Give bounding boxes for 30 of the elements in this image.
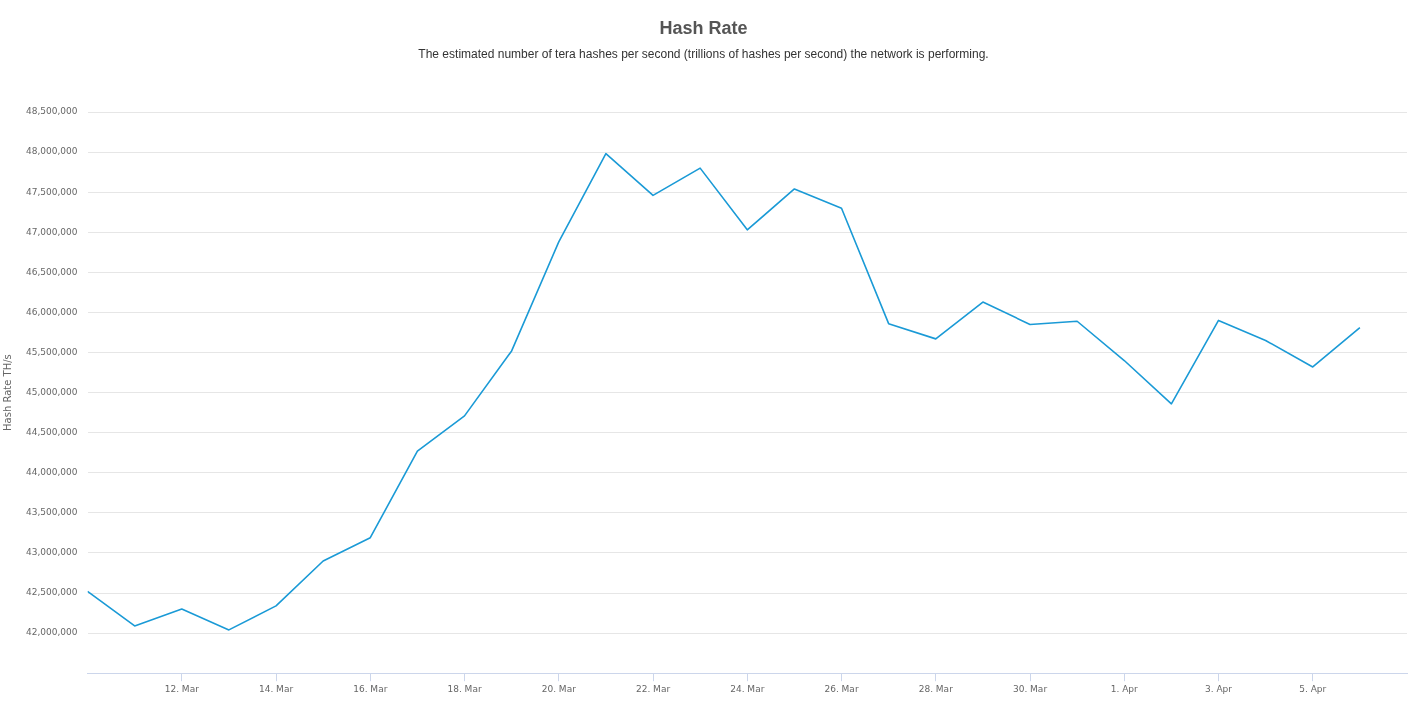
- y-tick-label: 47,000,000: [26, 226, 78, 237]
- x-tick-label: 22. Mar: [635, 683, 671, 694]
- x-tick-label: 18. Mar: [447, 683, 482, 694]
- x-tick-label: 28. Mar: [918, 683, 954, 694]
- x-tick-label: 30. Mar: [1012, 683, 1048, 694]
- y-tick-label: 47,500,000: [26, 186, 78, 197]
- y-tick-label: 48,500,000: [26, 106, 78, 117]
- x-tick-label: 3. Apr: [1204, 683, 1233, 694]
- x-tick-label: 12. Mar: [164, 683, 200, 694]
- chart-title: Hash Rate: [659, 17, 748, 38]
- y-axis-title: Hash Rate TH/s: [1, 354, 13, 431]
- x-tick-label: 14. Mar: [258, 683, 294, 694]
- x-tick-label: 5. Apr: [1299, 683, 1327, 694]
- x-tick-label: 16. Mar: [353, 683, 388, 694]
- y-tick-label: 44,000,000: [26, 467, 78, 478]
- y-tick-label: 45,500,000: [26, 346, 78, 357]
- y-tick-label: 44,500,000: [26, 427, 78, 438]
- y-tick-label: 42,000,000: [26, 627, 78, 638]
- y-tick-label: 43,500,000: [26, 507, 78, 518]
- y-tick-label: 42,500,000: [26, 587, 78, 598]
- x-tick-label: 1. Apr: [1110, 683, 1139, 694]
- chart-subtitle: The estimated number of tera hashes per second (trillions of hashes per second) the network is performing.: [418, 47, 989, 62]
- y-tick-label: 46,500,000: [26, 266, 78, 277]
- x-tick-label: 26. Mar: [824, 683, 859, 694]
- y-tick-label: 46,000,000: [26, 306, 78, 317]
- x-tick-label: 20. Mar: [541, 683, 577, 694]
- x-tick-label: 24. Mar: [730, 683, 765, 694]
- y-tick-label: 45,000,000: [26, 386, 78, 397]
- y-tick-label: 43,000,000: [26, 547, 78, 558]
- y-tick-label: 48,000,000: [26, 146, 78, 157]
